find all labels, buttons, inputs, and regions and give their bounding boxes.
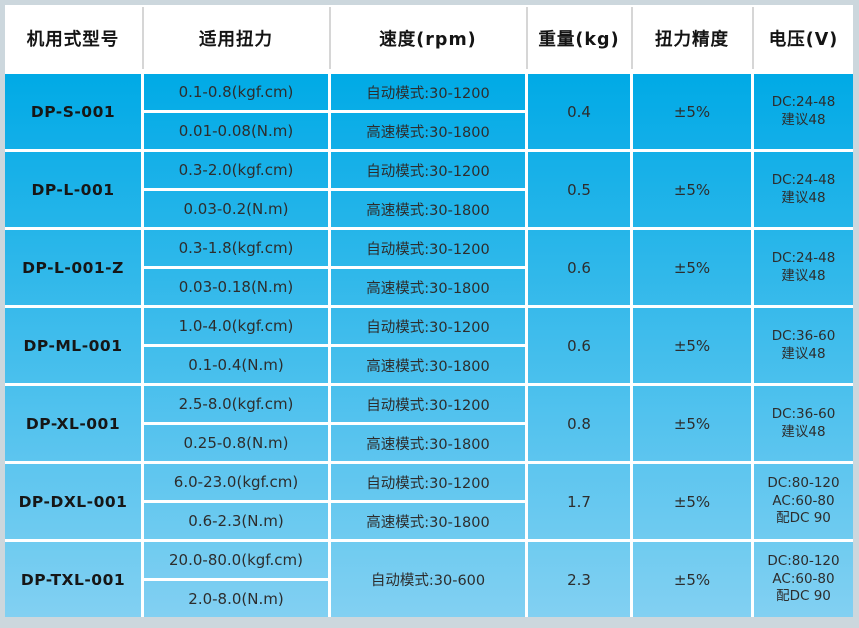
torque-nm-cell: 0.01-0.08(N.m) xyxy=(144,113,328,149)
torque-nm-cell: 0.03-0.2(N.m) xyxy=(144,191,328,227)
torque-nm-cell: 0.6-2.3(N.m) xyxy=(144,503,328,539)
weight-cell: 0.6 xyxy=(528,308,630,383)
accuracy-cell: ±5% xyxy=(633,386,751,461)
voltage-cell: DC:24-48 建议48 xyxy=(754,74,853,149)
model-cell: DP-L-001-Z xyxy=(5,230,141,305)
torque-kgfcm-cell: 20.0-80.0(kgf.cm) xyxy=(144,542,328,578)
speed-auto-cell: 自动模式:30-1200 xyxy=(331,152,525,188)
speed-high-cell: 高速模式:30-1800 xyxy=(331,113,525,149)
speed-auto-cell: 自动模式:30-1200 xyxy=(331,308,525,344)
speed-high-cell: 高速模式:30-1800 xyxy=(331,347,525,383)
torque-nm-cell: 0.25-0.8(N.m) xyxy=(144,425,328,461)
torque-nm-cell: 2.0-8.0(N.m) xyxy=(144,581,328,617)
column-header-voltage: 电压(V) xyxy=(751,5,853,71)
accuracy-cell: ±5% xyxy=(633,152,751,227)
speed-auto-cell: 自动模式:30-1200 xyxy=(331,386,525,422)
column-header-model: 机用式型号 xyxy=(5,5,141,71)
accuracy-cell: ±5% xyxy=(633,308,751,383)
weight-cell: 0.4 xyxy=(528,74,630,149)
voltage-cell: DC:80-120 AC:60-80 配DC 90 xyxy=(754,542,853,617)
speed-high-cell: 高速模式:30-1800 xyxy=(331,191,525,227)
voltage-cell: DC:24-48 建议48 xyxy=(754,152,853,227)
speed-auto-cell: 自动模式:30-1200 xyxy=(331,230,525,266)
column-header-accuracy: 扭力精度 xyxy=(630,5,751,71)
speed-high-cell: 高速模式:30-1800 xyxy=(331,503,525,539)
accuracy-cell: ±5% xyxy=(633,464,751,539)
weight-cell: 0.6 xyxy=(528,230,630,305)
voltage-cell: DC:24-48 建议48 xyxy=(754,230,853,305)
model-cell: DP-L-001 xyxy=(5,152,141,227)
torque-kgfcm-cell: 0.3-2.0(kgf.cm) xyxy=(144,152,328,188)
accuracy-cell: ±5% xyxy=(633,230,751,305)
model-cell: DP-XL-001 xyxy=(5,386,141,461)
torque-nm-cell: 0.1-0.4(N.m) xyxy=(144,347,328,383)
voltage-cell: DC:36-60 建议48 xyxy=(754,308,853,383)
model-cell: DP-TXL-001 xyxy=(5,542,141,617)
speed-auto-cell: 自动模式:30-600 xyxy=(331,542,525,617)
torque-nm-cell: 0.03-0.18(N.m) xyxy=(144,269,328,305)
accuracy-cell: ±5% xyxy=(633,542,751,617)
column-header-weight: 重量(kg) xyxy=(525,5,630,71)
speed-auto-cell: 自动模式:30-1200 xyxy=(331,464,525,500)
weight-cell: 2.3 xyxy=(528,542,630,617)
torque-kgfcm-cell: 2.5-8.0(kgf.cm) xyxy=(144,386,328,422)
weight-cell: 0.8 xyxy=(528,386,630,461)
speed-auto-cell: 自动模式:30-1200 xyxy=(331,74,525,110)
speed-high-cell: 高速模式:30-1800 xyxy=(331,269,525,305)
voltage-cell: DC:80-120 AC:60-80 配DC 90 xyxy=(754,464,853,539)
model-cell: DP-S-001 xyxy=(5,74,141,149)
torque-kgfcm-cell: 0.1-0.8(kgf.cm) xyxy=(144,74,328,110)
speed-high-cell: 高速模式:30-1800 xyxy=(331,425,525,461)
spec-table-grid: 机用式型号 适用扭力 速度(rpm) 重量(kg) 扭力精度 电压(V) DP-S-001 0… xyxy=(5,5,853,617)
torque-kgfcm-cell: 6.0-23.0(kgf.cm) xyxy=(144,464,328,500)
torque-kgfcm-cell: 0.3-1.8(kgf.cm) xyxy=(144,230,328,266)
column-header-speed: 速度(rpm) xyxy=(328,5,525,71)
voltage-cell: DC:36-60 建议48 xyxy=(754,386,853,461)
accuracy-cell: ±5% xyxy=(633,74,751,149)
weight-cell: 0.5 xyxy=(528,152,630,227)
model-cell: DP-ML-001 xyxy=(5,308,141,383)
weight-cell: 1.7 xyxy=(528,464,630,539)
column-header-torque: 适用扭力 xyxy=(141,5,328,71)
model-cell: DP-DXL-001 xyxy=(5,464,141,539)
torque-kgfcm-cell: 1.0-4.0(kgf.cm) xyxy=(144,308,328,344)
